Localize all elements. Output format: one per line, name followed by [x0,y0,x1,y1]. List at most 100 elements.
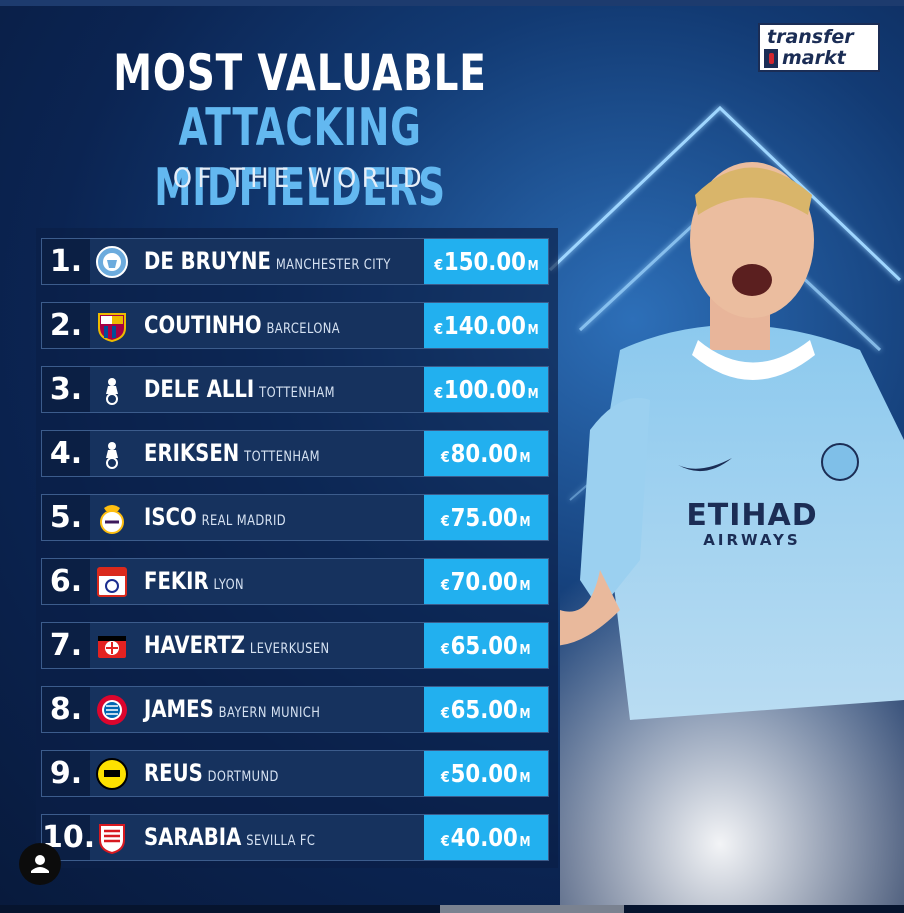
dortmund-crest-icon [96,758,128,790]
player-name: ERIKSEN [144,439,240,467]
transfermarkt-logo: transfer markt [758,23,880,72]
club-name: LYON [213,577,245,593]
currency-symbol: € [441,576,451,594]
table-row: 10. SARABIA SEVILLA FC €40.00 M [41,814,549,861]
market-value: €50.00 M [424,751,548,796]
rank-number: 5. [42,495,90,540]
rank-number: 7. [42,623,90,668]
currency-symbol: € [441,512,451,530]
tottenham-crest-icon [106,442,118,469]
rank-number: 9. [42,751,90,796]
currency-symbol: € [441,832,451,850]
club-name: TOTTENHAM [244,449,320,465]
table-row: 8. JAMES BAYERN MUNICH €65.00 M [41,686,549,733]
player-name: REUS [144,759,203,787]
manchester-city-crest-icon [96,246,128,278]
bottom-edge-highlight [440,905,624,913]
club-name: REAL MADRID [201,513,287,529]
market-value: €150.00 M [424,239,548,284]
value-amount: 75.00 [450,503,519,532]
table-row: 1. DE BRUYNE MANCHESTER CITY €150.00 M [41,238,549,285]
currency-symbol: € [441,640,451,658]
value-amount: 65.00 [450,631,519,660]
value-unit: M [519,579,531,594]
logo-text-line-1: transfer [767,26,854,48]
club-name: TOTTENHAM [259,385,335,401]
barcelona-crest-icon [98,313,126,342]
rank-number: 2. [42,303,90,348]
player-name: COUTINHO [144,311,262,339]
currency-symbol: € [433,320,443,338]
currency-symbol: € [441,448,451,466]
value-amount: 80.00 [450,439,519,468]
user-silhouette-icon [31,855,49,873]
player-illustration: ETIHAD AIRWAYS [560,162,904,905]
value-amount: 70.00 [450,567,519,596]
rank-number: 1. [42,239,90,284]
rank-number: 3. [42,367,90,412]
user-profile-icon[interactable] [19,843,61,885]
market-value: €100.00 M [424,367,548,412]
market-value: €75.00 M [424,495,548,540]
value-amount: 140.00 [443,311,526,340]
market-value: €140.00 M [424,303,548,348]
title-line-3: OF THE WORLD [172,163,428,194]
value-unit: M [519,771,531,786]
bottom-edge-strip [0,905,904,913]
currency-symbol: € [441,704,451,722]
value-amount: 65.00 [450,695,519,724]
player-name: SARABIA [144,823,242,851]
market-value: €70.00 M [424,559,548,604]
player-name: JAMES [144,695,214,723]
player-name: DE BRUYNE [144,247,271,275]
club-name: SEVILLA FC [246,833,316,849]
value-unit: M [527,259,539,274]
club-name: BAYERN MUNICH [218,705,321,721]
lyon-crest-icon [97,567,127,597]
market-value: €65.00 M [424,687,548,732]
value-unit: M [519,643,531,658]
table-row: 6. FEKIR LYON €70.00 M [41,558,549,605]
value-amount: 150.00 [443,247,526,276]
player-name: DELE ALLI [144,375,255,403]
value-amount: 50.00 [450,759,519,788]
svg-text:AIRWAYS: AIRWAYS [703,531,800,549]
svg-text:ETIHAD: ETIHAD [686,498,817,533]
player-name: ISCO [144,503,197,531]
leverkusen-crest-icon [98,636,126,658]
currency-symbol: € [433,384,443,402]
table-row: 2. COUTINHO BARCELONA €140.00 M [41,302,549,349]
table-row: 4. ERIKSEN TOTTENHAM €80.00 M [41,430,549,477]
title-line-1: MOST VALUABLE [113,44,487,102]
table-row: 9. REUS DORTMUND €50.00 M [41,750,549,797]
value-unit: M [527,387,539,402]
club-name: DORTMUND [207,769,279,785]
player-name: HAVERTZ [144,631,246,659]
real-madrid-crest-icon [100,505,124,534]
value-unit: M [519,515,531,530]
value-unit: M [519,707,531,722]
currency-symbol: € [433,256,443,274]
rank-number: 8. [42,687,90,732]
table-row: 7. HAVERTZ LEVERKUSEN €65.00 M [41,622,549,669]
value-unit: M [527,323,539,338]
market-value: €65.00 M [424,623,548,668]
club-name: LEVERKUSEN [249,641,330,657]
table-row: 3. DELE ALLI TOTTENHAM €100.00 M [41,366,549,413]
logo-text-line-2: markt [782,47,846,69]
club-name: BARCELONA [266,321,341,337]
top-edge-strip [0,0,904,6]
logo-figure-icon [769,53,774,64]
player-name: FEKIR [144,567,209,595]
market-value: €40.00 M [424,815,548,860]
title-line-2: ATTACKING MIDFIELDERS [154,98,446,218]
rank-number: 4. [42,431,90,476]
market-value: €80.00 M [424,431,548,476]
tottenham-crest-icon [106,378,118,405]
value-unit: M [519,835,531,850]
club-name: MANCHESTER CITY [275,257,391,273]
value-amount: 100.00 [443,375,526,404]
currency-symbol: € [441,768,451,786]
bayern-crest-icon [97,695,127,725]
